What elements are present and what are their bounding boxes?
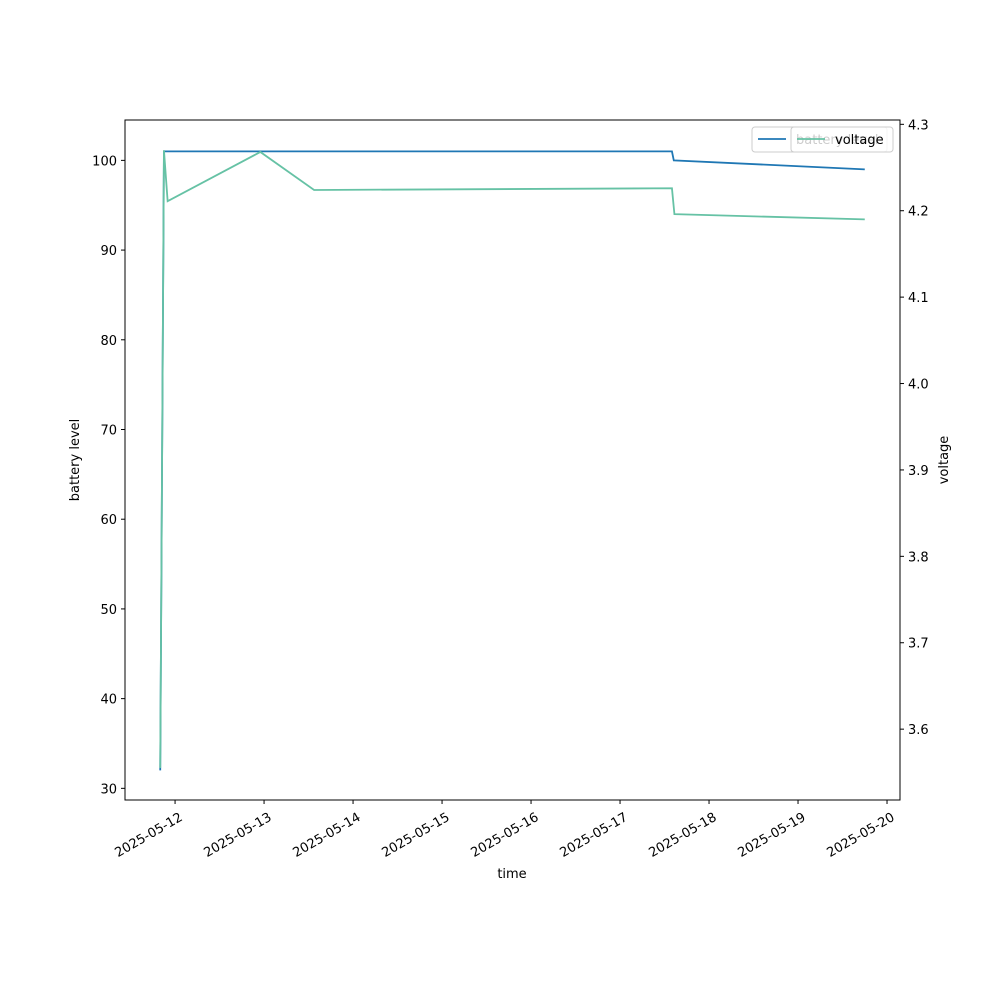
x-tick-label: 2025-05-14 bbox=[291, 810, 364, 861]
x-tick-label: 2025-05-12 bbox=[113, 810, 186, 861]
x-tick-label: 2025-05-18 bbox=[646, 810, 719, 861]
data-line bbox=[159, 150, 865, 769]
y2-tick-label: 3.9 bbox=[908, 464, 929, 479]
y-tick-label: 50 bbox=[100, 603, 117, 618]
legend-box bbox=[790, 126, 894, 153]
plot-frame bbox=[124, 119, 901, 801]
y-tick-label: 70 bbox=[100, 423, 117, 438]
y2-tick-label: 3.7 bbox=[908, 637, 929, 652]
x-tick-label: 2025-05-15 bbox=[380, 810, 453, 861]
y-tick-label: 100 bbox=[92, 154, 117, 169]
x-tick-label: 2025-05-17 bbox=[557, 810, 630, 861]
y2-tick-label: 4.3 bbox=[908, 118, 929, 133]
y2-tick-label: 4.1 bbox=[908, 291, 929, 306]
y-axis-label: battery level bbox=[68, 419, 83, 502]
y2-tick-label: 3.6 bbox=[908, 723, 929, 738]
y-tick-label: 90 bbox=[100, 244, 117, 259]
x-tick-label: 2025-05-16 bbox=[469, 810, 542, 861]
x-axis-label: time bbox=[497, 867, 526, 882]
y2-tick-label: 4.2 bbox=[908, 205, 929, 220]
y-tick-label: 60 bbox=[100, 513, 117, 528]
y2-tick-label: 4.0 bbox=[908, 378, 929, 393]
x-tick-label: 2025-05-19 bbox=[735, 810, 808, 861]
legend-label: voltage bbox=[835, 133, 884, 148]
y-tick-label: 40 bbox=[100, 693, 117, 708]
y2-axis-label: voltage bbox=[937, 436, 952, 485]
x-tick-label: 2025-05-13 bbox=[202, 810, 275, 861]
y2-tick-label: 3.8 bbox=[908, 550, 929, 565]
data-line bbox=[159, 150, 865, 771]
y-tick-label: 80 bbox=[100, 334, 117, 349]
y-tick-label: 30 bbox=[100, 782, 117, 797]
x-tick-label: 2025-05-20 bbox=[824, 810, 897, 861]
